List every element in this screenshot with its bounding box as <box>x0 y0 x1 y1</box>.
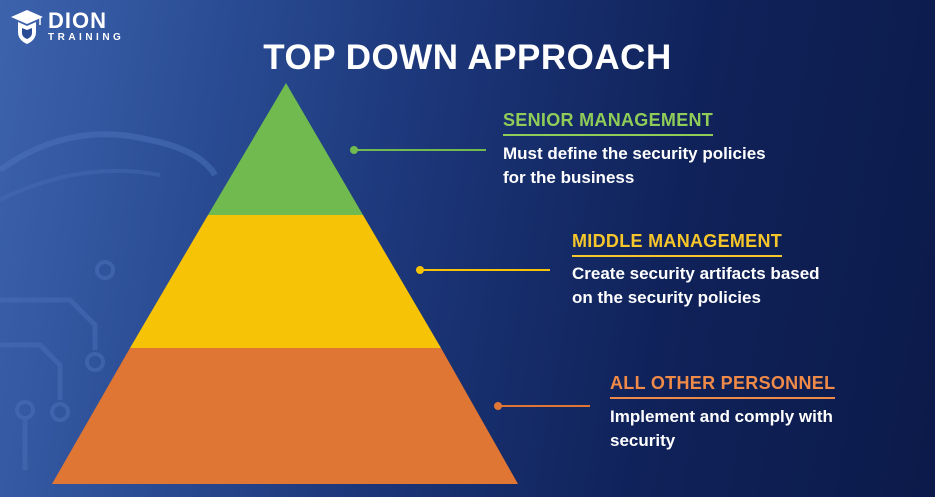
pyramid-tier-senior-management <box>208 83 363 215</box>
connector-line-personnel <box>500 405 590 407</box>
tier-description-line-1: Create security artifacts based <box>572 264 820 283</box>
dion-training-logo: DION TRAINING <box>10 8 124 46</box>
pyramid-tier-all-other-personnel <box>52 348 518 484</box>
brand-name: DION <box>48 8 107 33</box>
tier-description-line-2: for the business <box>503 168 635 187</box>
connector-dot-personnel <box>494 402 502 410</box>
graduation-cap-shield-icon <box>11 10 43 44</box>
connector-line-senior <box>356 149 486 151</box>
brand-tagline: TRAINING <box>48 32 125 43</box>
pyramid-tier-middle-management <box>130 215 441 348</box>
connector-line-middle <box>422 269 550 271</box>
tier-heading-senior-management: SENIOR MANAGEMENT <box>503 110 714 136</box>
tier-heading-middle-management: MIDDLE MANAGEMENT <box>572 231 783 257</box>
connector-dot-middle <box>416 266 424 274</box>
connector-dot-senior <box>350 146 358 154</box>
tier-description-line-2: on the security policies <box>572 288 761 307</box>
tier-heading-all-other-personnel: ALL OTHER PERSONNEL <box>610 373 836 399</box>
tier-description-line-1: Must define the security policies <box>503 144 766 163</box>
tier-description-line-2: security <box>610 431 676 450</box>
page-title: TOP DOWN APPROACH <box>263 38 672 77</box>
tier-description-line-1: Implement and comply with <box>610 407 833 426</box>
